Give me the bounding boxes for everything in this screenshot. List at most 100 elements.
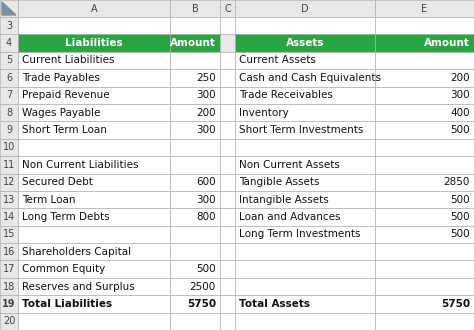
Text: 500: 500 (450, 229, 470, 239)
Text: 500: 500 (450, 212, 470, 222)
Text: 300: 300 (450, 90, 470, 100)
Bar (0, 313, 18, 330)
Bar (170, 278, 220, 295)
Bar (170, 0, 220, 17)
Text: Short Term Investments: Short Term Investments (239, 125, 364, 135)
Bar (235, 121, 375, 139)
Bar (170, 260, 220, 278)
Bar (18, 226, 170, 243)
Bar (0, 174, 18, 191)
Text: Trade Payables: Trade Payables (22, 73, 100, 83)
Bar (375, 0, 474, 17)
Bar (375, 174, 474, 191)
Bar (235, 69, 375, 86)
Text: Loan and Advances: Loan and Advances (239, 212, 340, 222)
Bar (220, 208, 235, 226)
Bar (0, 17, 18, 34)
Bar (0, 226, 18, 243)
Bar (220, 260, 235, 278)
Text: A: A (91, 4, 97, 14)
Bar (220, 104, 235, 121)
Text: 4: 4 (6, 38, 12, 48)
Bar (170, 295, 220, 313)
Text: 20: 20 (3, 316, 15, 326)
Bar (18, 17, 170, 34)
Bar (220, 34, 235, 52)
Text: 7: 7 (6, 90, 12, 100)
Text: 500: 500 (196, 264, 216, 274)
Bar (18, 208, 170, 226)
Text: 300: 300 (196, 125, 216, 135)
Text: 11: 11 (3, 160, 15, 170)
Text: 8: 8 (6, 108, 12, 117)
Text: Assets: Assets (286, 38, 324, 48)
Bar (220, 86, 235, 104)
Bar (375, 313, 474, 330)
Bar (170, 69, 220, 86)
Text: 14: 14 (3, 212, 15, 222)
Bar (375, 243, 474, 260)
Bar (18, 121, 170, 139)
Bar (235, 0, 375, 17)
Text: B: B (191, 4, 199, 14)
Text: Total Liabilities: Total Liabilities (22, 299, 112, 309)
Text: Current Liabilities: Current Liabilities (22, 55, 115, 65)
Text: Cash and Cash Equivalents: Cash and Cash Equivalents (239, 73, 381, 83)
Text: D: D (301, 4, 309, 14)
Text: 400: 400 (450, 108, 470, 117)
Bar (375, 191, 474, 208)
Text: 600: 600 (196, 177, 216, 187)
Text: 5750: 5750 (187, 299, 216, 309)
Bar (0, 34, 18, 52)
Bar (375, 260, 474, 278)
Text: Short Term Loan: Short Term Loan (22, 125, 107, 135)
Text: Reserves and Surplus: Reserves and Surplus (22, 281, 135, 291)
Text: Non Current Liabilities: Non Current Liabilities (22, 160, 138, 170)
Bar (235, 191, 375, 208)
Text: 5750: 5750 (441, 299, 470, 309)
Text: Inventory: Inventory (239, 108, 289, 117)
Bar (235, 174, 375, 191)
Bar (18, 86, 170, 104)
Bar (18, 174, 170, 191)
Bar (170, 17, 220, 34)
Bar (235, 17, 375, 34)
Bar (170, 139, 220, 156)
Bar (375, 86, 474, 104)
Text: 500: 500 (450, 125, 470, 135)
Polygon shape (2, 2, 16, 15)
Bar (375, 34, 474, 52)
Bar (170, 208, 220, 226)
Bar (375, 295, 474, 313)
Bar (220, 121, 235, 139)
Text: Shareholders Capital: Shareholders Capital (22, 247, 131, 257)
Text: Current Assets: Current Assets (239, 55, 316, 65)
Bar (220, 278, 235, 295)
Text: C: C (224, 4, 231, 14)
Text: 12: 12 (3, 177, 15, 187)
Bar (18, 34, 170, 52)
Text: Total Assets: Total Assets (239, 299, 310, 309)
Bar (18, 139, 170, 156)
Bar (0, 0, 18, 17)
Text: E: E (421, 4, 428, 14)
Bar (18, 156, 170, 174)
Text: 6: 6 (6, 73, 12, 83)
Bar (220, 156, 235, 174)
Text: Amount: Amount (170, 38, 216, 48)
Bar (235, 104, 375, 121)
Bar (375, 278, 474, 295)
Text: 5: 5 (6, 55, 12, 65)
Text: Long Term Investments: Long Term Investments (239, 229, 361, 239)
Bar (18, 295, 170, 313)
Text: 200: 200 (196, 108, 216, 117)
Bar (220, 191, 235, 208)
Bar (235, 295, 375, 313)
Bar (18, 278, 170, 295)
Bar (18, 69, 170, 86)
Bar (0, 139, 18, 156)
Bar (18, 0, 170, 17)
Text: Wages Payable: Wages Payable (22, 108, 100, 117)
Text: 10: 10 (3, 143, 15, 152)
Bar (220, 313, 235, 330)
